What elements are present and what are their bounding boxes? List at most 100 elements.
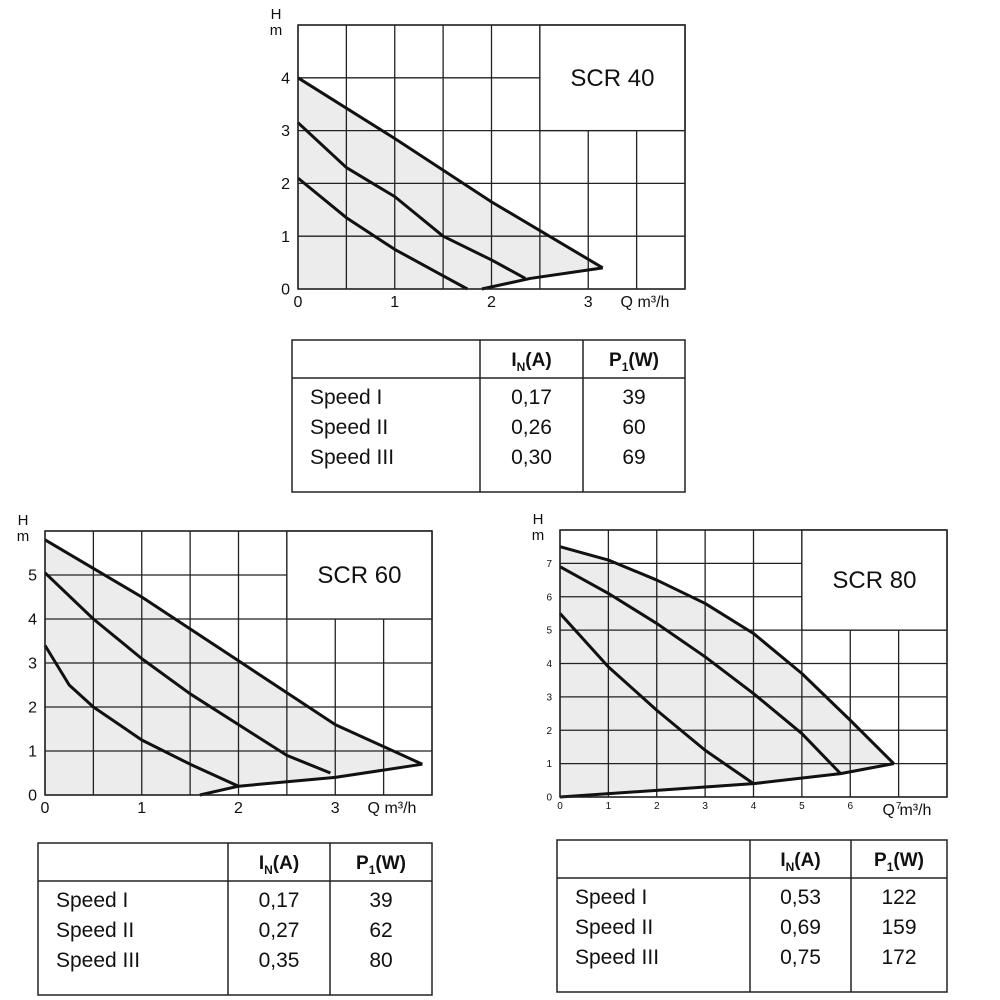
table-frame	[556, 839, 948, 993]
x-tick-label: 0	[41, 800, 50, 817]
table-cell: 69	[622, 446, 645, 469]
y-axis-label: m	[532, 527, 545, 544]
x-axis-label: Q m³/h	[883, 802, 932, 819]
table-cell: Speed II	[310, 416, 388, 439]
pump-curve	[43, 571, 331, 775]
header-part: P	[874, 850, 887, 871]
column-header: P1(W)	[356, 853, 406, 877]
table-cell: 0,35	[259, 949, 300, 972]
y-tick-label: 4	[28, 612, 37, 629]
x-tick-label: 2	[234, 800, 243, 817]
y-tick-label: 2	[546, 726, 552, 737]
table-cell: 39	[622, 386, 645, 409]
x-tick-label: 0	[557, 801, 563, 812]
header-part: N	[786, 860, 795, 874]
column-header: P1(W)	[874, 850, 924, 874]
y-tick-label: 3	[281, 123, 290, 140]
y-tick-label: 4	[546, 659, 552, 670]
header-part: (A)	[525, 350, 551, 371]
y-tick-label: 4	[281, 70, 290, 87]
table-cell: 0,26	[511, 416, 552, 439]
y-axis-label: H	[18, 512, 29, 529]
pump-curve	[296, 121, 527, 280]
table-cell: Speed I	[56, 889, 128, 912]
table-cell: 122	[881, 886, 916, 909]
x-tick-label: 7	[896, 801, 902, 812]
pump-curve	[44, 538, 423, 766]
table-cell: 172	[881, 946, 916, 969]
x-tick-label: 0	[294, 294, 303, 311]
plot-frame	[559, 529, 948, 798]
x-tick-label: 2	[654, 801, 660, 812]
column-header: IN(A)	[780, 850, 820, 874]
header-part: 1	[369, 863, 376, 877]
header-part: I	[511, 350, 516, 371]
header-part: I	[259, 853, 264, 874]
y-axis-label: m	[17, 528, 30, 545]
y-tick-label: 1	[28, 744, 37, 761]
y-axis-label: H	[533, 511, 544, 528]
table-cell: 0,17	[259, 889, 300, 912]
table-cell: 0,69	[780, 916, 821, 939]
header-part: (A)	[794, 850, 820, 871]
pump-curve	[43, 644, 240, 788]
table-cell: 0,27	[259, 919, 300, 942]
table-frame	[37, 842, 433, 996]
table-cell: 0,17	[511, 386, 552, 409]
shaded-area	[45, 539, 423, 795]
pump-curve	[481, 266, 603, 291]
column-header: IN(A)	[511, 350, 551, 374]
title-box	[801, 529, 948, 631]
pump-curve	[559, 545, 895, 765]
table-cell: 159	[881, 916, 916, 939]
y-tick-label: 5	[546, 626, 552, 637]
x-tick-label: 3	[331, 800, 340, 817]
x-axis-label: Q m³/h	[621, 294, 670, 311]
y-axis-label: H	[271, 6, 282, 23]
y-tick-label: 0	[28, 788, 37, 805]
header-part: 1	[887, 860, 894, 874]
pump-curve	[559, 565, 842, 775]
header-part: P	[356, 853, 369, 874]
y-tick-label: 1	[546, 759, 552, 770]
x-axis-label: Q m³/h	[368, 800, 417, 817]
x-tick-label: 6	[847, 801, 853, 812]
x-tick-label: 3	[702, 801, 708, 812]
x-tick-label: 4	[751, 801, 757, 812]
chart-title: SCR 40	[570, 65, 654, 92]
header-part: (W)	[375, 853, 406, 874]
y-tick-label: 7	[546, 559, 552, 570]
plot-frame	[44, 530, 433, 796]
table-cell: Speed III	[56, 949, 140, 972]
y-tick-label: 5	[28, 568, 37, 585]
table-cell: 0,75	[780, 946, 821, 969]
table-cell: 62	[369, 919, 392, 942]
title-box	[286, 530, 433, 620]
y-tick-label: 2	[28, 700, 37, 717]
pump-curve	[199, 762, 423, 797]
header-part: (W)	[893, 850, 924, 871]
header-part: N	[264, 863, 273, 877]
x-tick-label: 5	[799, 801, 805, 812]
pump-curve	[558, 612, 755, 785]
table-cell: Speed II	[575, 916, 653, 939]
x-tick-label: 1	[606, 801, 612, 812]
y-tick-label: 6	[546, 592, 552, 603]
header-part: P	[609, 350, 622, 371]
y-tick-label: 3	[28, 656, 37, 673]
plot-frame	[297, 24, 686, 290]
table-frame	[291, 339, 686, 493]
table-cell: Speed I	[575, 886, 647, 909]
header-part: (A)	[273, 853, 299, 874]
pump-curve	[559, 762, 895, 799]
table-cell: 0,53	[780, 886, 821, 909]
header-part: (W)	[628, 350, 659, 371]
header-part: N	[517, 360, 526, 374]
table-cell: Speed II	[56, 919, 134, 942]
y-tick-label: 1	[281, 229, 290, 246]
column-header: IN(A)	[259, 853, 299, 877]
y-axis-label: m	[270, 22, 283, 39]
x-tick-label: 1	[390, 294, 399, 311]
chart-title: SCR 80	[832, 567, 916, 594]
